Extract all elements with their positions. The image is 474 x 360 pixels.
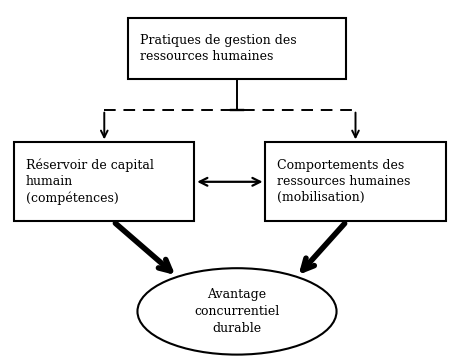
FancyBboxPatch shape (265, 142, 446, 221)
FancyBboxPatch shape (14, 142, 194, 221)
Text: Réservoir de capital
humain
(compétences): Réservoir de capital humain (compétences… (26, 159, 154, 205)
FancyBboxPatch shape (128, 18, 346, 79)
Ellipse shape (137, 268, 337, 355)
Text: Avantage
concurrentiel
durable: Avantage concurrentiel durable (194, 288, 280, 335)
Text: Pratiques de gestion des
ressources humaines: Pratiques de gestion des ressources huma… (140, 34, 296, 63)
Text: Comportements des
ressources humaines
(mobilisation): Comportements des ressources humaines (m… (277, 159, 410, 204)
